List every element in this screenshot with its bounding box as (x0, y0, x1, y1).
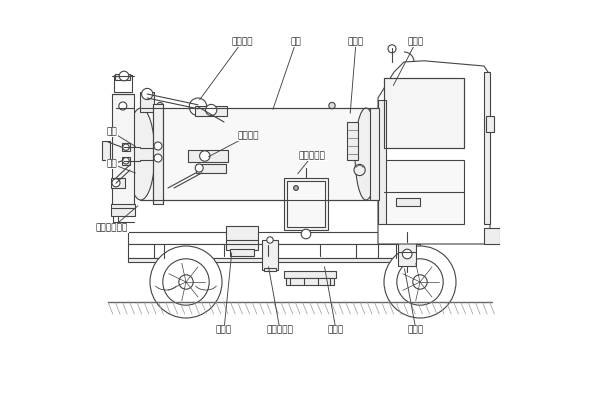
Circle shape (354, 164, 365, 176)
Text: 防护栏: 防护栏 (328, 326, 344, 334)
Bar (128, 258, 420, 262)
Circle shape (163, 259, 209, 305)
Circle shape (179, 275, 193, 289)
Bar (262, 240, 278, 270)
Circle shape (206, 104, 217, 116)
Text: 罐门锁紧装置: 罐门锁紧装置 (96, 224, 128, 232)
Bar (128, 244, 420, 258)
Circle shape (157, 102, 163, 109)
Bar (122, 143, 130, 151)
Ellipse shape (127, 108, 155, 200)
Bar (226, 226, 258, 250)
Polygon shape (378, 61, 490, 244)
Text: 视粪窗: 视粪窗 (348, 38, 364, 46)
Bar (111, 178, 125, 188)
Circle shape (293, 186, 298, 190)
Bar (114, 75, 132, 92)
Bar (195, 106, 227, 116)
Circle shape (267, 237, 273, 243)
Bar (188, 150, 228, 162)
Circle shape (123, 158, 129, 164)
Circle shape (195, 164, 203, 172)
Circle shape (154, 142, 162, 150)
Bar (140, 92, 154, 112)
Circle shape (397, 259, 443, 305)
Circle shape (329, 102, 335, 109)
Ellipse shape (355, 108, 377, 200)
Circle shape (142, 88, 153, 100)
Bar (122, 157, 130, 165)
Circle shape (150, 246, 222, 318)
Bar (102, 141, 110, 160)
Bar (398, 242, 416, 266)
Text: 自卸油缸: 自卸油缸 (237, 132, 259, 140)
Circle shape (119, 102, 127, 110)
Circle shape (301, 229, 311, 239)
Bar (484, 228, 500, 244)
Circle shape (388, 45, 396, 53)
Bar (486, 116, 494, 132)
Text: 四通阀: 四通阀 (408, 326, 424, 334)
Circle shape (119, 71, 129, 81)
Bar (153, 104, 163, 204)
Bar (284, 178, 328, 230)
Bar (370, 108, 379, 200)
Circle shape (123, 144, 129, 150)
Bar (384, 78, 464, 148)
Bar (111, 204, 135, 216)
Bar (286, 278, 334, 285)
Bar (484, 72, 490, 224)
Circle shape (154, 154, 162, 162)
Text: 水气分离器: 水气分离器 (266, 326, 293, 334)
Bar (284, 271, 336, 278)
Bar (384, 160, 464, 224)
Text: 球阀: 球阀 (107, 160, 118, 168)
Bar (140, 108, 370, 200)
Circle shape (112, 179, 120, 187)
Circle shape (189, 98, 207, 116)
Bar (347, 122, 358, 160)
Bar (264, 268, 276, 271)
Bar (115, 74, 130, 80)
Bar (128, 232, 420, 244)
Bar (196, 164, 226, 173)
Text: 压力表: 压力表 (408, 38, 424, 46)
Bar (396, 198, 420, 206)
Bar (287, 181, 325, 227)
Bar (112, 94, 134, 208)
Text: 球阀: 球阀 (107, 128, 118, 136)
Circle shape (403, 249, 412, 259)
Circle shape (384, 246, 456, 318)
Bar (230, 249, 254, 256)
Text: 开门油缸: 开门油缸 (231, 38, 253, 46)
Bar (378, 100, 386, 224)
Circle shape (200, 151, 210, 161)
Circle shape (413, 275, 427, 289)
Text: 油气分离器: 油气分离器 (299, 152, 325, 160)
Text: 罐体: 罐体 (290, 38, 301, 46)
Text: 真空泵: 真空泵 (216, 326, 232, 334)
